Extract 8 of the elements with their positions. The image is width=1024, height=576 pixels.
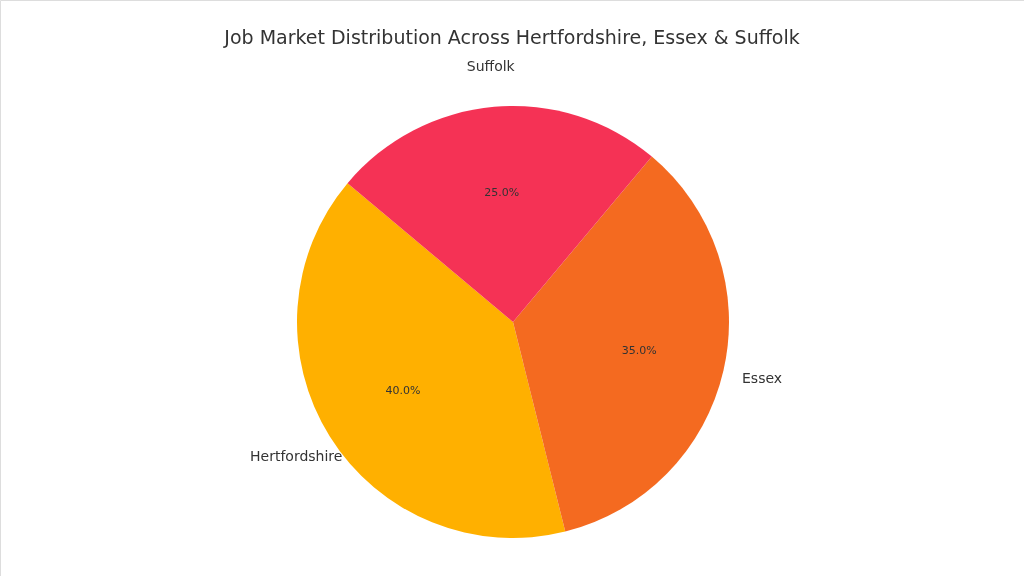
data-label: 35.0% <box>621 344 657 358</box>
slice-label: Essex <box>742 370 783 387</box>
slice-label: Suffolk <box>466 58 516 75</box>
pie-slice <box>347 106 652 322</box>
chart-title: Job Market Distribution Across Hertfordshire, Essex & Suffolk <box>223 26 800 48</box>
slice-label: Hertfordshire <box>250 448 343 465</box>
data-label: 25.0% <box>484 185 520 199</box>
data-label: 40.0% <box>385 383 421 397</box>
